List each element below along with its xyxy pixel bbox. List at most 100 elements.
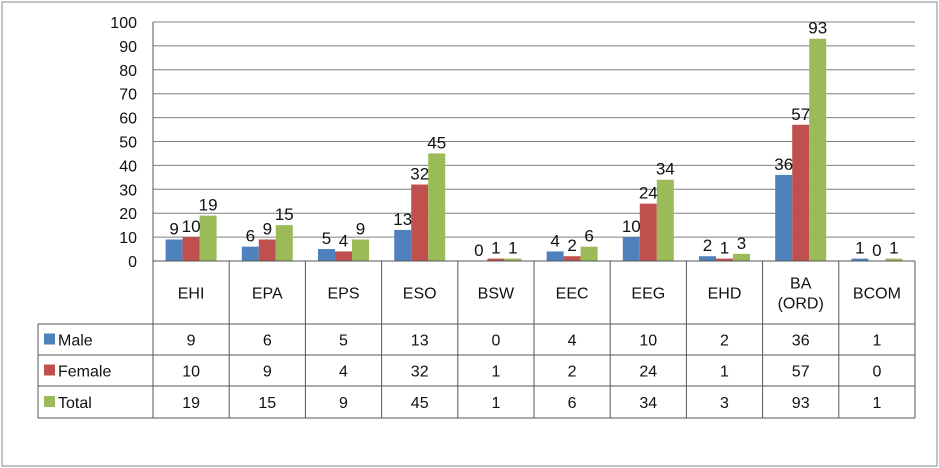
data-label: 2 bbox=[567, 236, 576, 255]
category-label: BA bbox=[790, 276, 812, 293]
y-tick-label: 30 bbox=[119, 182, 137, 199]
table-cell: 2 bbox=[720, 333, 729, 350]
data-label: 6 bbox=[246, 227, 255, 246]
data-label: 2 bbox=[703, 236, 712, 255]
data-label: 34 bbox=[656, 160, 675, 179]
category-label: ESO bbox=[403, 286, 437, 303]
table-cell: 9 bbox=[339, 395, 348, 412]
table-cell: 2 bbox=[568, 364, 577, 381]
table-cell: 1 bbox=[872, 333, 881, 350]
bar-male bbox=[699, 256, 716, 261]
category-label: EPS bbox=[327, 286, 359, 303]
table-cell: 24 bbox=[639, 364, 657, 381]
table-cell: 19 bbox=[182, 395, 200, 412]
bar-male bbox=[622, 237, 640, 261]
category-label: EEG bbox=[631, 286, 665, 303]
data-label: 0 bbox=[872, 241, 881, 260]
data-label: 0 bbox=[474, 241, 483, 260]
bar-female bbox=[335, 251, 352, 261]
bar-total bbox=[656, 179, 674, 261]
data-label: 93 bbox=[808, 19, 827, 38]
bar-male bbox=[851, 258, 869, 261]
y-tick-label: 60 bbox=[119, 111, 137, 128]
y-tick-label: 90 bbox=[119, 39, 137, 56]
table-cell: 1 bbox=[720, 364, 729, 381]
data-label: 1 bbox=[855, 239, 864, 258]
y-tick-label: 0 bbox=[128, 254, 137, 271]
y-tick-label: 40 bbox=[119, 158, 137, 175]
table-cell: 45 bbox=[411, 395, 429, 412]
table-cell: 9 bbox=[263, 364, 272, 381]
data-label: 5 bbox=[322, 229, 331, 248]
bar-male bbox=[165, 239, 183, 261]
bar-female bbox=[487, 258, 505, 261]
data-label: 9 bbox=[263, 219, 272, 238]
data-label: 9 bbox=[356, 219, 365, 238]
data-label: 10 bbox=[182, 217, 201, 236]
data-label: 6 bbox=[584, 227, 593, 246]
table-cell: 1 bbox=[491, 395, 500, 412]
y-tick-label: 70 bbox=[119, 87, 137, 104]
table-cell: 4 bbox=[339, 364, 348, 381]
legend-key-total bbox=[44, 396, 55, 407]
table-cell: 4 bbox=[568, 333, 577, 350]
bar-male bbox=[394, 229, 412, 261]
table-cell: 6 bbox=[568, 395, 577, 412]
bars bbox=[165, 38, 903, 262]
table-cell: 0 bbox=[491, 333, 500, 350]
bar-male bbox=[775, 174, 793, 261]
bar-total bbox=[733, 253, 750, 261]
bar-female bbox=[258, 239, 276, 261]
bar-total bbox=[275, 225, 293, 261]
table-cell: 1 bbox=[872, 395, 881, 412]
data-label: 1 bbox=[720, 239, 729, 258]
category-label: EHD bbox=[708, 286, 742, 303]
bar-total bbox=[885, 258, 903, 261]
bar-female bbox=[563, 256, 581, 261]
category-label: (ORD) bbox=[778, 296, 824, 313]
data-label: 15 bbox=[275, 205, 294, 224]
bar-total bbox=[352, 239, 369, 261]
table-cell: 0 bbox=[872, 364, 881, 381]
data-label: 45 bbox=[427, 133, 446, 152]
data-label: 9 bbox=[169, 219, 178, 238]
data-label: 10 bbox=[622, 217, 641, 236]
data-label: 19 bbox=[199, 196, 218, 215]
category-label: EHI bbox=[178, 286, 205, 303]
bar-female bbox=[716, 258, 733, 261]
table-cell: 36 bbox=[792, 333, 810, 350]
bar-total bbox=[504, 258, 522, 261]
y-axis: 0 10 20 30 40 50 60 70 80 90 100 bbox=[110, 15, 154, 271]
category-label: EEC bbox=[556, 286, 589, 303]
data-label: 13 bbox=[393, 210, 412, 229]
bar-female bbox=[792, 124, 810, 262]
bar-male bbox=[546, 251, 564, 261]
data-table: EHI EPA EPS ESO BSW EEC EEG EHD BA (ORD) BCOM Male 9… bbox=[37, 260, 916, 419]
y-tick-label: 10 bbox=[119, 230, 137, 247]
table-cell: 32 bbox=[411, 364, 429, 381]
table-cell: 1 bbox=[491, 364, 500, 381]
data-label: 32 bbox=[410, 165, 429, 184]
data-label: 4 bbox=[550, 231, 559, 250]
bar-total bbox=[428, 153, 446, 261]
data-label: 1 bbox=[491, 239, 500, 258]
bar-male bbox=[318, 249, 335, 261]
category-label: EPA bbox=[252, 286, 283, 303]
category-label: BSW bbox=[478, 286, 515, 303]
y-tick-label: 50 bbox=[119, 135, 137, 152]
data-label: 24 bbox=[639, 184, 658, 203]
table-cell: 13 bbox=[411, 333, 429, 350]
table-cell: 34 bbox=[639, 395, 657, 412]
y-tick-label: 20 bbox=[119, 206, 137, 223]
data-label: 1 bbox=[889, 239, 898, 258]
bar-female bbox=[182, 237, 200, 261]
table-cell: 93 bbox=[792, 395, 810, 412]
data-label: 36 bbox=[774, 155, 793, 174]
bar-total bbox=[809, 38, 827, 262]
y-tick-label: 100 bbox=[110, 15, 137, 32]
legend-key-female bbox=[44, 364, 55, 376]
table-cell: 3 bbox=[720, 395, 729, 412]
